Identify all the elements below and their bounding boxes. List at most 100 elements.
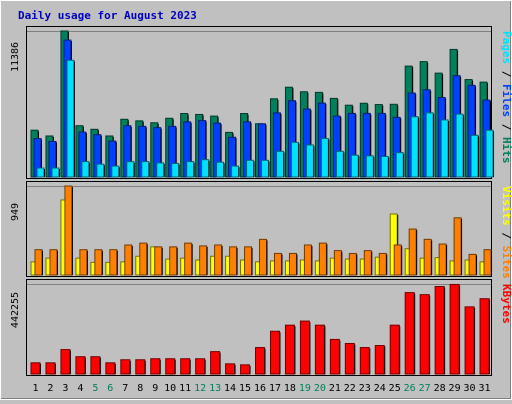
- bar-kbytes-day-15: [240, 364, 251, 375]
- bar-kbytes-day-17: [269, 330, 281, 375]
- chart-marks: [27, 30, 495, 375]
- bar-pages-day-20: [320, 138, 330, 178]
- bar-pages-day-21: [335, 150, 345, 178]
- x-axis-labels: 1 2 3 4 5 6 7 8 9 10 11 12 13 14 15 16 17 18 19 20 21 22 23 24 2…: [32, 383, 490, 394]
- bar-kbytes-day-12: [195, 358, 206, 375]
- x-tick-label-day-8: 8: [137, 383, 143, 394]
- x-tick-label-day-11: 11: [179, 383, 191, 394]
- bar-sites-day-2: [49, 249, 58, 276]
- x-tick-label-day-30: 30: [464, 383, 476, 394]
- bar-kbytes-day-3: [60, 349, 71, 375]
- bar-pages-day-25: [395, 152, 405, 178]
- bar-pages-day-29: [455, 113, 465, 178]
- bar-sites-day-11: [184, 242, 193, 276]
- bar-pages-day-22: [350, 154, 360, 178]
- bar-pages-day-11: [186, 161, 195, 178]
- bar-pages-day-3: [66, 59, 75, 178]
- x-tick-label-day-10: 10: [164, 383, 176, 394]
- x-tick-label-day-1: 1: [32, 383, 38, 394]
- x-tick-label-day-16: 16: [254, 383, 266, 394]
- x-tick-label-day-25: 25: [389, 383, 401, 394]
- x-tick-label-day-18: 18: [284, 383, 296, 394]
- bar-sites-day-16: [259, 238, 268, 276]
- bar-pages-day-9: [156, 162, 165, 178]
- bar-kbytes-day-16: [255, 347, 266, 375]
- bar-kbytes-day-1: [30, 362, 41, 375]
- legend-item-kbytes: KBytes: [500, 284, 512, 324]
- bar-sites-day-9: [154, 246, 163, 276]
- x-tick-label-day-2: 2: [47, 383, 53, 394]
- bar-kbytes-day-27: [419, 294, 431, 375]
- x-tick-label-day-28: 28: [434, 383, 446, 394]
- bar-kbytes-day-11: [180, 358, 191, 375]
- legend-kbytes: KBytes: [500, 284, 512, 324]
- bar-sites-day-31: [483, 249, 493, 276]
- x-tick-label-day-17: 17: [269, 383, 281, 394]
- x-tick-label-day-26: 26: [404, 383, 416, 394]
- bar-sites-day-14: [229, 246, 238, 276]
- bar-pages-day-5: [96, 163, 105, 178]
- bar-pages-day-30: [470, 134, 480, 178]
- bar-pages-day-31: [485, 129, 495, 178]
- legend-separator: /: [500, 117, 512, 137]
- x-tick-label-day-4: 4: [77, 383, 83, 394]
- bar-sites-day-3: [64, 185, 73, 276]
- bar-pages-day-13: [216, 161, 225, 178]
- bar-kbytes-day-28: [434, 285, 446, 375]
- bar-pages-day-10: [171, 163, 180, 178]
- x-tick-label-day-7: 7: [122, 383, 128, 394]
- x-tick-label-day-22: 22: [344, 383, 356, 394]
- bar-sites-day-28: [438, 243, 448, 276]
- bar-pages-day-8: [141, 161, 150, 178]
- bar-sites-day-27: [423, 238, 433, 276]
- bar-kbytes-day-18: [284, 324, 296, 375]
- x-tick-label-day-24: 24: [374, 383, 386, 394]
- bar-sites-day-21: [333, 250, 343, 276]
- bar-sites-day-4: [79, 249, 88, 276]
- bar-kbytes-day-21: [329, 338, 341, 375]
- y-tick-label-visits-sites: 949: [10, 203, 21, 221]
- bar-kbytes-day-23: [359, 347, 371, 375]
- x-tick-label-day-20: 20: [314, 383, 326, 394]
- bar-sites-day-6: [109, 249, 118, 276]
- x-tick-label-day-12: 12: [194, 383, 206, 394]
- bar-pages-day-2: [51, 167, 60, 178]
- bar-sites-day-23: [363, 250, 373, 276]
- bar-kbytes-day-19: [299, 320, 311, 375]
- legends: Pages / Files / Hits Visits / Sites KBytes: [500, 31, 512, 324]
- bar-kbytes-day-9: [150, 358, 161, 375]
- bar-sites-day-29: [453, 217, 463, 276]
- bar-kbytes-day-4: [75, 356, 86, 375]
- bar-pages-day-17: [275, 150, 285, 178]
- bar-kbytes-day-20: [314, 324, 326, 375]
- bar-sites-day-22: [348, 252, 358, 276]
- y-axis-labels: 11386 949 442255: [10, 42, 21, 328]
- legend-separator: /: [500, 64, 512, 84]
- x-tick-label-day-6: 6: [107, 383, 113, 394]
- bar-pages-day-26: [410, 116, 420, 178]
- x-tick-label-day-27: 27: [419, 383, 431, 394]
- legend-separator: /: [500, 226, 512, 246]
- x-tick-label-day-19: 19: [299, 383, 311, 394]
- x-tick-label-day-31: 31: [478, 383, 490, 394]
- bar-sites-day-19: [303, 244, 313, 276]
- bar-sites-day-20: [318, 242, 328, 276]
- x-tick-label-day-14: 14: [224, 383, 236, 394]
- legend-visits-sites: Visits / Sites: [500, 186, 512, 279]
- bar-pages-day-7: [126, 161, 135, 178]
- bar-kbytes-day-14: [225, 363, 236, 375]
- bar-kbytes-day-31: [479, 298, 491, 375]
- bar-pages-day-19: [305, 144, 315, 178]
- bar-pages-day-28: [440, 119, 450, 178]
- y-tick-label-kbytes: 442255: [10, 292, 21, 328]
- bar-sites-day-17: [273, 252, 283, 276]
- bar-pages-day-16: [261, 159, 270, 178]
- bar-kbytes-day-22: [344, 342, 356, 375]
- bar-kbytes-day-13: [210, 351, 221, 375]
- bar-pages-day-14: [231, 165, 240, 178]
- x-tick-label-day-21: 21: [329, 383, 341, 394]
- x-tick-label-day-15: 15: [239, 383, 251, 394]
- bar-kbytes-day-24: [374, 345, 386, 375]
